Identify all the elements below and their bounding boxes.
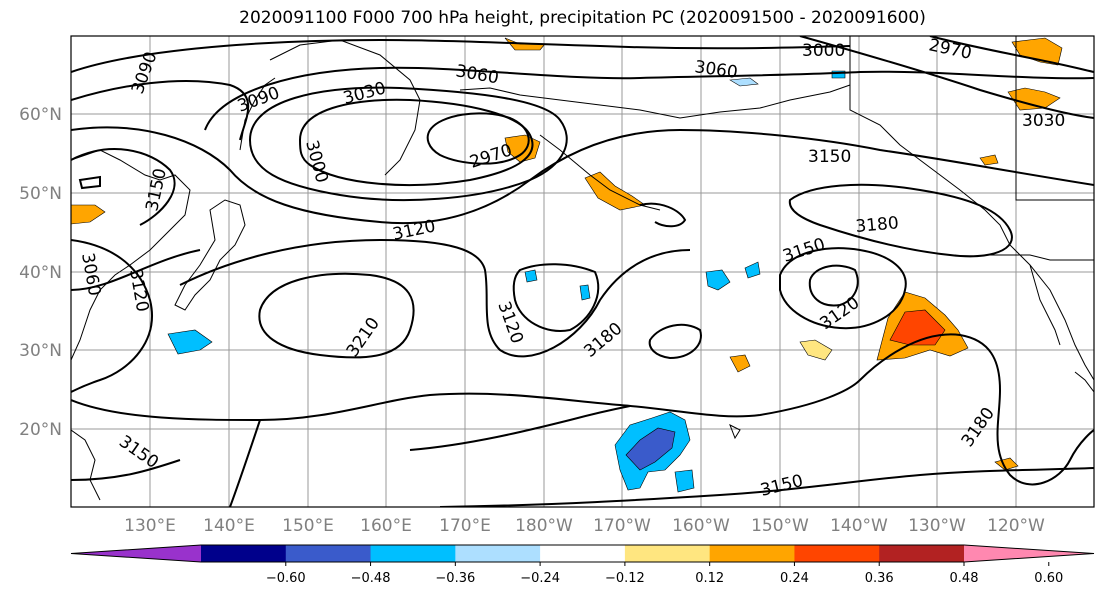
colorbar-segment: [285, 545, 372, 562]
precip-positive: [71, 204, 106, 225]
precip-positive: [729, 354, 751, 373]
contour-label: 3060: [77, 251, 104, 297]
map-title: 2020091100 F000 700 hPa height, precipit…: [239, 8, 926, 28]
colorbar-segment: [709, 545, 795, 562]
lon-label: 160°E: [360, 516, 412, 536]
contour-label: 3150: [780, 234, 827, 266]
colorbar-tick-label: −0.24: [520, 571, 560, 586]
precip-positive: [1011, 37, 1063, 66]
colorbar-segment: [879, 545, 965, 562]
lon-label: 120°W: [987, 516, 1045, 536]
colorbar-segment: [201, 545, 287, 562]
lat-label: 30°N: [19, 341, 62, 361]
contour-label: 3120: [391, 216, 437, 245]
latitude-labels: 60°N 50°N 40°N 30°N 20°N: [19, 105, 62, 440]
colorbar-segment: [455, 545, 541, 562]
precip-negative: [524, 269, 538, 283]
contour-label: 3210: [343, 314, 384, 361]
contour-label: 3000: [802, 41, 845, 61]
colorbar-tick-label: −0.36: [435, 571, 475, 586]
lat-label: 20°N: [19, 420, 62, 440]
contour-label: 3030: [1022, 111, 1065, 131]
lon-label: 180°W: [515, 516, 573, 536]
lon-label: 170°W: [593, 516, 651, 536]
colorbar-segment: [794, 545, 880, 562]
lat-label: 50°N: [19, 184, 62, 204]
contour-label: 2970: [927, 35, 973, 64]
lat-label: 40°N: [19, 263, 62, 283]
precip-positive: [994, 457, 1019, 471]
contour-label: 3060: [454, 61, 500, 88]
contour-label: 2970: [467, 140, 514, 172]
colorbar-tick-label: 0.36: [865, 571, 894, 586]
height-contours: [71, 36, 1094, 507]
colorbar-tick-label: 0.24: [780, 571, 809, 586]
lat-label: 60°N: [19, 105, 62, 125]
lon-label: 150°E: [282, 516, 334, 536]
colorbar-tick-label: −0.48: [351, 571, 391, 586]
colorbar-segment: [370, 545, 456, 562]
precip-positive: [1007, 87, 1061, 111]
contour-label: 3180: [958, 404, 999, 451]
precip-negative: [674, 469, 695, 493]
contour-label: 3150: [808, 147, 851, 167]
contour-label: 3180: [580, 319, 626, 362]
precip-negative: [625, 427, 676, 471]
lon-label: 130°W: [908, 516, 966, 536]
contour-label: 3060: [693, 57, 739, 83]
longitude-labels: 130°E 140°E 150°E 160°E 170°E 180°W 170°…: [124, 516, 1045, 536]
precip-negative: [744, 261, 761, 279]
colorbar-tick-label: 0.60: [1034, 571, 1063, 586]
colorbar-segment: [540, 545, 626, 562]
colorbar-tick-label: 0.48: [950, 571, 979, 586]
lon-label: 140°E: [203, 516, 255, 536]
precip-negative: [167, 329, 213, 355]
map-frame: [70, 35, 1095, 508]
map-plot: 3090 3090 3030 3060 3060 3000 2970 3000 …: [71, 35, 1094, 507]
lon-label: 140°W: [830, 516, 888, 536]
colorbar-extend-high: [964, 545, 1094, 562]
colorbar-outline: [70, 544, 1095, 563]
colorbar-tick-label: −0.12: [605, 571, 645, 586]
contour-label: 3150: [115, 432, 162, 473]
contour-label: 3150: [758, 471, 805, 501]
precip-positive: [799, 339, 833, 361]
colorbar: −0.60 −0.48 −0.36 −0.24 −0.12 0.12 0.24 0.36 0.4…: [70, 544, 1095, 586]
lon-label: 170°E: [439, 516, 491, 536]
lon-label: 130°E: [124, 516, 176, 536]
precip-negative: [579, 284, 591, 301]
colorbar-segment: [624, 545, 711, 562]
colorbar-extend-low: [71, 545, 201, 562]
contour-label: 3120: [493, 299, 527, 346]
lon-label: 150°W: [751, 516, 809, 536]
precip-negative: [705, 269, 731, 291]
colorbar-tick-label: −0.60: [266, 571, 306, 586]
precip-negative: [729, 77, 759, 87]
precip-positive: [979, 154, 999, 166]
colorbar-tick-label: 0.12: [695, 571, 724, 586]
lon-label: 160°W: [672, 516, 730, 536]
contour-label: 3030: [341, 78, 388, 109]
contour-label: 3120: [125, 267, 152, 313]
contour-label: 3150: [142, 167, 171, 213]
contour-label: 3180: [855, 213, 900, 237]
